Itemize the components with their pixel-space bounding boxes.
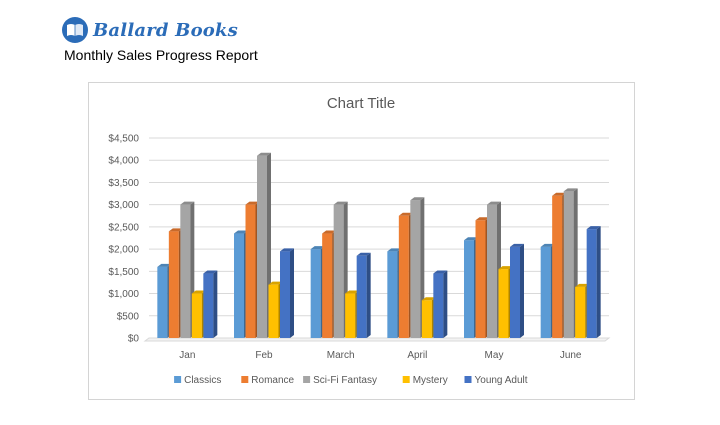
legend-swatch (303, 376, 311, 383)
x-tick-label: Jan (179, 350, 195, 361)
legend-swatch (241, 376, 249, 383)
x-tick-label: April (407, 350, 427, 361)
legend-item: Romance (241, 375, 295, 386)
bar (356, 252, 371, 338)
gridlines (143, 137, 611, 342)
y-tick-label: $1,500 (108, 267, 139, 278)
x-axis-tick-labels: Jan Feb March April May June (179, 350, 582, 361)
y-tick-label: $4,500 (108, 134, 139, 145)
legend-item: Mystery (402, 375, 448, 386)
x-tick-label: May (485, 350, 504, 361)
y-tick-label: $4,000 (108, 156, 139, 167)
y-tick-label: $2,500 (108, 222, 139, 233)
legend-item: Young Adult (464, 375, 528, 386)
legend-label: Mystery (413, 375, 448, 386)
legend-item: Sci-Fi Fantasy (303, 375, 377, 386)
bar (203, 270, 218, 338)
chart-frame: Chart Title $0 $500 $1,000 $1,500 $2,000 $2,5… (88, 82, 635, 400)
legend-swatch (174, 376, 182, 383)
bar (280, 248, 294, 338)
legend-item: Classics (174, 375, 221, 386)
brand-name: Ballard Books (93, 19, 238, 41)
bar (510, 243, 524, 338)
legend: Classics Romance Sci-Fi Fantasy Mystery Youn… (174, 375, 528, 386)
y-tick-label: $1,000 (108, 289, 139, 300)
bars (157, 152, 601, 338)
y-tick-label: $2,000 (108, 245, 139, 256)
bar (433, 270, 448, 338)
bar (586, 226, 601, 338)
y-tick-label: $3,000 (108, 200, 139, 211)
chart-floor (143, 337, 611, 342)
legend-label: Romance (251, 375, 294, 386)
open-book-logo-icon (62, 17, 88, 43)
brand-header: Ballard Books (62, 16, 238, 44)
x-tick-label: Feb (255, 350, 273, 361)
y-tick-label: $0 (128, 334, 140, 345)
legend-label: Sci-Fi Fantasy (313, 375, 377, 386)
y-tick-label: $3,500 (108, 178, 139, 189)
sales-bar-chart: Chart Title $0 $500 $1,000 $1,500 $2,000 $2,5… (108, 95, 611, 386)
report-subtitle: Monthly Sales Progress Report (64, 47, 258, 63)
x-tick-label: June (560, 350, 582, 361)
y-tick-label: $500 (117, 311, 140, 322)
chart-title: Chart Title (327, 95, 395, 112)
y-axis-tick-labels: $0 $500 $1,000 $1,500 $2,000 $2,500 $3,000 $3,5… (108, 134, 139, 345)
legend-label: Young Adult (475, 375, 528, 386)
x-tick-label: March (327, 350, 355, 361)
legend-label: Classics (184, 375, 221, 386)
legend-swatch (464, 376, 472, 383)
legend-swatch (402, 376, 410, 383)
